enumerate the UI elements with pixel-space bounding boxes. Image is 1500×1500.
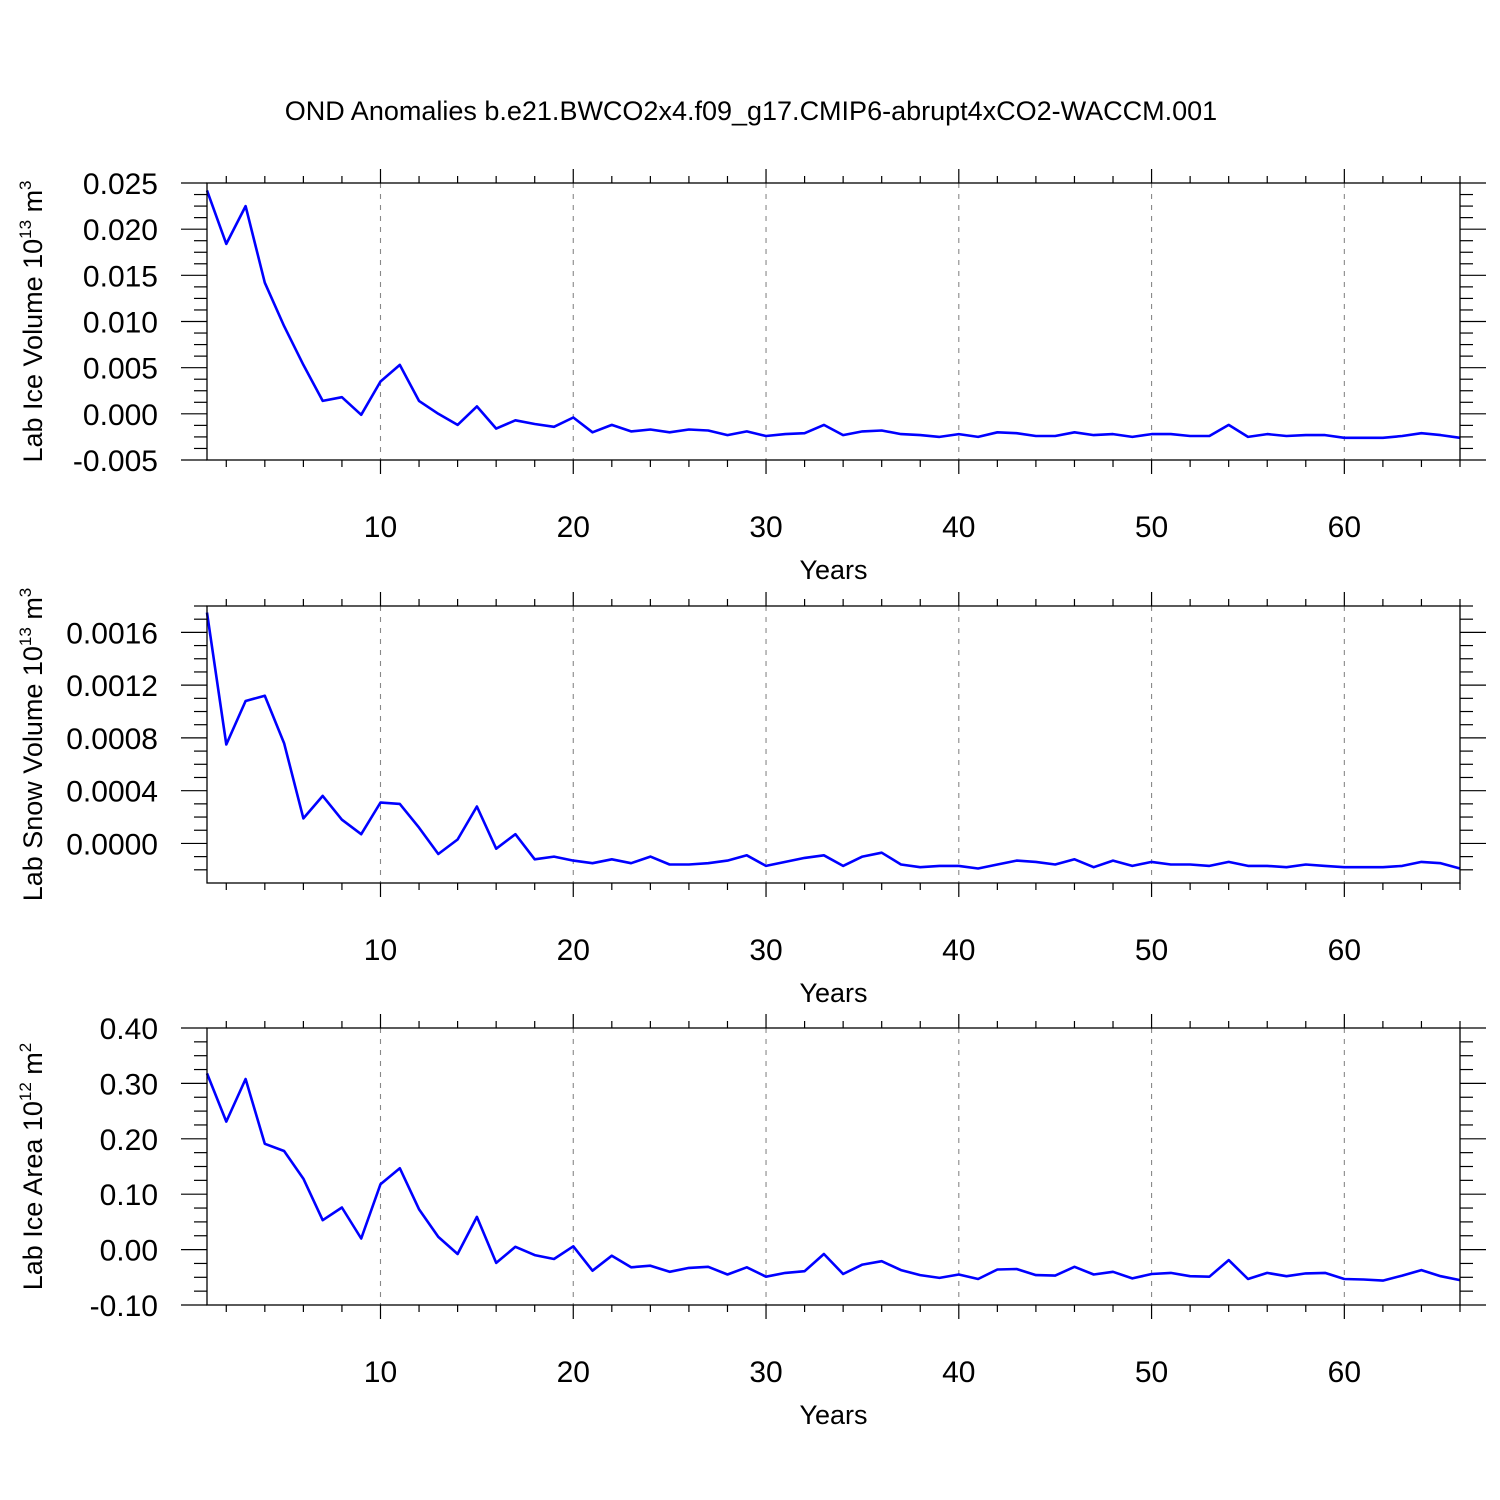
ice-volume-series-line [205, 189, 1461, 440]
ice-volume-y-title-unit: m [18, 190, 48, 220]
snow-volume-y-tick-label: 0.0016 [66, 617, 158, 650]
snow-volume-y-tick-labels: 0.0000 0.0004 0.0008 0.0012 0.0016 [66, 617, 158, 861]
ice-area-y-tick-label: 0.20 [100, 1124, 158, 1157]
snow-volume-x-tick-label: 50 [1135, 934, 1168, 967]
ice-area-ticks [181, 1014, 1486, 1319]
snow-volume-ticks [181, 592, 1486, 897]
ice-volume-y-title-unit-exp: 3 [16, 180, 35, 189]
ice-volume-x-tick-label: 30 [749, 511, 782, 544]
ice-volume-ticks [181, 169, 1486, 474]
ice-volume-y-title-main: Lab Ice Volume 10 [18, 239, 48, 463]
ice-volume-y-tick-label: 0.010 [83, 307, 158, 340]
snow-volume-x-tick-label: 20 [557, 934, 590, 967]
ice-volume-x-axis-title: Years [799, 555, 867, 585]
ice-volume-panel: 10 20 30 40 50 60 -0.005 0.000 0.005 0.010 0.015 0… [16, 168, 1486, 585]
ice-area-y-title-main: Lab Ice Area 10 [18, 1101, 48, 1290]
ice-area-x-tick-label: 20 [557, 1356, 590, 1389]
snow-volume-series [205, 612, 1461, 870]
ice-volume-series [205, 189, 1461, 440]
ice-area-x-tick-label: 40 [942, 1356, 975, 1389]
snow-volume-plot-frame [206, 605, 1461, 884]
ice-area-series-line [205, 1072, 1461, 1282]
ice-area-plot-frame [206, 1027, 1461, 1306]
ice-volume-x-tick-label: 20 [557, 511, 590, 544]
ice-area-y-tick-label: 0.10 [100, 1179, 158, 1212]
ice-volume-y-tick-label: 0.020 [83, 214, 158, 247]
ice-area-series [205, 1072, 1461, 1282]
ice-area-y-axis-title: Lab Ice Area 1012 m2 [16, 1043, 48, 1291]
snow-volume-y-title-exp: 13 [16, 627, 35, 646]
snow-volume-series-line [205, 612, 1461, 870]
ice-volume-x-tick-labels: 10 20 30 40 50 60 [364, 511, 1361, 544]
ice-area-x-tick-label: 10 [364, 1356, 397, 1389]
ice-area-x-tick-labels: 10 20 30 40 50 60 [364, 1356, 1361, 1389]
ice-area-y-title-exp: 12 [16, 1082, 35, 1101]
ice-volume-x-tick-label: 10 [364, 511, 397, 544]
ice-area-y-tick-label: 0.40 [100, 1013, 158, 1046]
snow-volume-y-title-main: Lab Snow Volume 10 [18, 646, 48, 901]
snow-volume-y-tick-label: 0.0000 [66, 828, 158, 861]
snow-volume-x-tick-label: 40 [942, 934, 975, 967]
ice-area-y-title-unit-exp: 2 [16, 1043, 35, 1052]
ice-volume-y-tick-label: -0.005 [73, 445, 158, 478]
ice-volume-x-tick-label: 40 [942, 511, 975, 544]
ice-volume-plot-frame [206, 182, 1461, 461]
ice-volume-y-title-exp: 13 [16, 220, 35, 239]
snow-volume-x-tick-label: 30 [749, 934, 782, 967]
snow-volume-x-axis-title: Years [799, 978, 867, 1008]
ice-area-y-tick-label: -0.10 [90, 1290, 158, 1323]
ice-area-x-tick-label: 60 [1328, 1356, 1361, 1389]
ice-volume-y-tick-label: 0.000 [83, 399, 158, 432]
ice-volume-x-tick-label: 60 [1328, 511, 1361, 544]
snow-volume-x-tick-label: 60 [1328, 934, 1361, 967]
snow-volume-y-tick-label: 0.0012 [66, 670, 158, 703]
ice-area-panel: 10 20 30 40 50 60 -0.10 0.00 0.10 0.20 0.30 0.40 Y… [16, 1013, 1486, 1430]
ice-volume-y-tick-label: 0.015 [83, 260, 158, 293]
ice-volume-y-tick-labels: -0.005 0.000 0.005 0.010 0.015 0.020 0.025 [73, 168, 158, 478]
ice-volume-y-tick-label: 0.005 [83, 353, 158, 386]
snow-volume-y-title-unit: m [18, 597, 48, 627]
snow-volume-panel: 10 20 30 40 50 60 0.00000.00040.00080.00120.0… [16, 588, 1486, 1008]
ice-volume-grid [379, 183, 1345, 460]
snow-volume-y-tick-label: 0.0008 [66, 723, 158, 756]
ice-area-x-tick-label: 50 [1135, 1356, 1168, 1389]
snow-volume-y-title-unit-exp: 3 [16, 588, 35, 597]
ice-volume-y-tick-label: 0.025 [83, 168, 158, 201]
ice-area-grid [379, 1028, 1345, 1305]
ice-area-y-tick-labels: -0.10 0.00 0.10 0.20 0.30 0.40 [90, 1013, 158, 1323]
ice-area-x-tick-label: 30 [749, 1356, 782, 1389]
ice-area-y-title-unit: m [18, 1052, 48, 1082]
snow-volume-y-tick-label: 0.0004 [66, 776, 158, 809]
snow-volume-y-axis-title: Lab Snow Volume 1013 m3 [16, 588, 48, 902]
snow-volume-x-tick-label: 10 [364, 934, 397, 967]
ice-area-y-tick-label: 0.30 [100, 1068, 158, 1101]
ice-volume-x-tick-label: 50 [1135, 511, 1168, 544]
ice-volume-y-axis-title: Lab Ice Volume 1013 m3 [16, 180, 48, 462]
figure-title: OND Anomalies b.e21.BWCO2x4.f09_g17.CMIP… [285, 96, 1217, 126]
snow-volume-x-tick-labels: 10 20 30 40 50 60 [364, 934, 1361, 967]
snow-volume-grid [379, 606, 1345, 883]
ice-area-x-axis-title: Years [799, 1400, 867, 1430]
ice-area-y-tick-label: 0.00 [100, 1235, 158, 1268]
